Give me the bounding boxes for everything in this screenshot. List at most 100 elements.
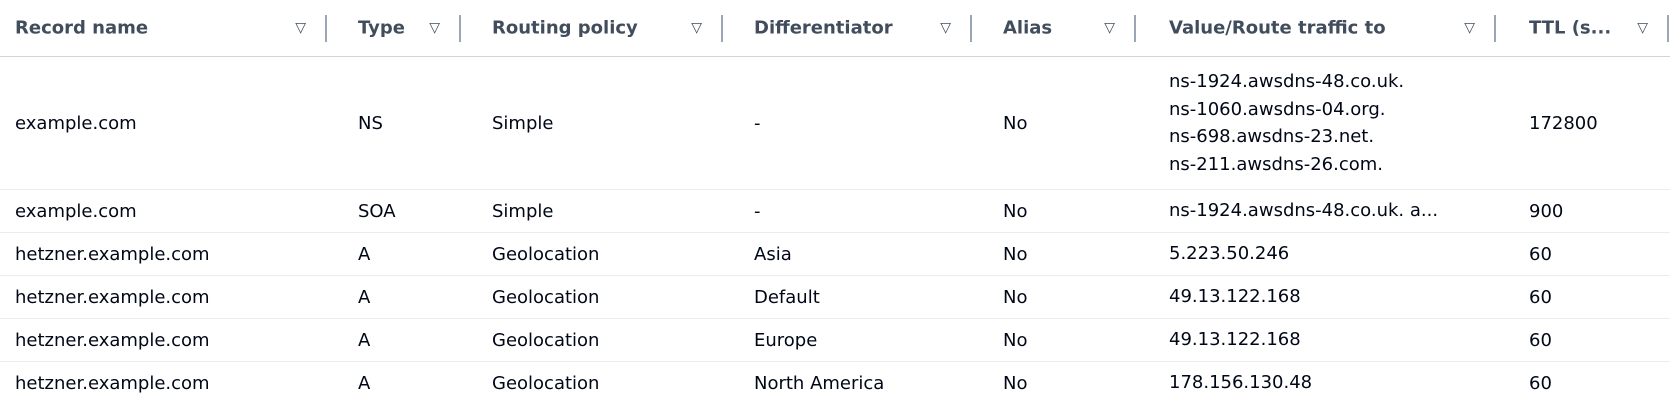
cell-value: 178.156.130.48 xyxy=(1137,362,1497,405)
ttl-text: 900 xyxy=(1529,200,1564,222)
routing-policy-text: Geolocation xyxy=(492,329,600,351)
column-header-alias[interactable]: Alias ▽ xyxy=(973,0,1137,57)
ttl-text: 172800 xyxy=(1529,112,1598,134)
column-resize-handle[interactable] xyxy=(459,15,461,42)
table-row[interactable]: hetzner.example.com A Geolocation Europe No 4… xyxy=(0,318,1670,362)
ttl-text: 60 xyxy=(1529,329,1552,351)
cell-alias: No xyxy=(973,56,1137,190)
cell-ttl: 60 xyxy=(1497,232,1670,276)
record-name-text: example.com xyxy=(15,200,137,222)
column-label: Type xyxy=(358,17,405,39)
value-line: ns-1924.awsdns-48.co.uk. a... xyxy=(1169,200,1439,222)
cell-alias: No xyxy=(973,232,1137,276)
column-resize-handle[interactable] xyxy=(325,15,327,42)
value-line: ns-1060.awsdns-04.org. xyxy=(1169,98,1386,120)
column-label: Alias xyxy=(1003,17,1053,39)
value-line: ns-211.awsdns-26.com. xyxy=(1169,153,1383,175)
cell-alias: No xyxy=(973,362,1137,405)
record-name-text: hetzner.example.com xyxy=(15,286,210,308)
cell-routing-policy: Geolocation xyxy=(462,275,724,319)
sort-caret-down-icon[interactable]: ▽ xyxy=(1637,20,1648,36)
cell-ttl: 60 xyxy=(1497,275,1670,319)
cell-ttl: 172800 xyxy=(1497,56,1670,190)
table-row[interactable]: example.com NS Simple - No ns-1924.awsdns-48.… xyxy=(0,56,1670,190)
column-header-differentiator[interactable]: Differentiator ▽ xyxy=(724,0,973,57)
cell-differentiator: North America xyxy=(724,362,973,405)
type-text: SOA xyxy=(358,200,396,222)
cell-routing-policy: Simple xyxy=(462,56,724,190)
column-header-record-name[interactable]: Record name ▽ xyxy=(0,0,328,57)
cell-record-name: example.com xyxy=(0,56,328,190)
column-resize-handle[interactable] xyxy=(1667,15,1669,42)
ttl-text: 60 xyxy=(1529,243,1552,265)
ttl-text: 60 xyxy=(1529,286,1552,308)
cell-differentiator: - xyxy=(724,56,973,190)
column-header-value[interactable]: Value/Route traffic to ▽ xyxy=(1137,0,1497,57)
cell-type: A xyxy=(328,232,462,276)
sort-caret-down-icon[interactable]: ▽ xyxy=(1464,20,1475,36)
type-text: A xyxy=(358,329,371,351)
cell-type: A xyxy=(328,275,462,319)
column-resize-handle[interactable] xyxy=(1134,15,1136,42)
table-row[interactable]: hetzner.example.com A Geolocation North Ame… xyxy=(0,362,1670,405)
column-label: Value/Route traffic to xyxy=(1169,17,1386,39)
cell-type: NS xyxy=(328,56,462,190)
cell-value: 49.13.122.168 xyxy=(1137,318,1497,362)
cell-value: 5.223.50.246 xyxy=(1137,232,1497,276)
alias-text: No xyxy=(1003,243,1028,265)
sort-caret-down-icon[interactable]: ▽ xyxy=(295,20,306,36)
cell-differentiator: Asia xyxy=(724,232,973,276)
column-header-ttl[interactable]: TTL (s... ▽ xyxy=(1497,0,1670,57)
cell-ttl: 60 xyxy=(1497,318,1670,362)
column-label: Differentiator xyxy=(754,17,893,39)
alias-text: No xyxy=(1003,112,1028,134)
alias-text: No xyxy=(1003,200,1028,222)
table-row[interactable]: hetzner.example.com A Geolocation Default No… xyxy=(0,275,1670,319)
sort-caret-down-icon[interactable]: ▽ xyxy=(691,20,702,36)
alias-text: No xyxy=(1003,372,1028,394)
cell-record-name: hetzner.example.com xyxy=(0,362,328,405)
differentiator-text: - xyxy=(754,200,761,222)
cell-differentiator: - xyxy=(724,189,973,233)
column-header-type[interactable]: Type ▽ xyxy=(328,0,462,57)
table-row[interactable]: example.com SOA Simple - No ns-1924.awsdns-48… xyxy=(0,189,1670,233)
cell-type: A xyxy=(328,318,462,362)
type-text: NS xyxy=(358,112,383,134)
record-name-text: hetzner.example.com xyxy=(15,329,210,351)
cell-value: ns-1924.awsdns-48.co.uk. a... xyxy=(1137,189,1497,233)
cell-routing-policy: Geolocation xyxy=(462,232,724,276)
value-line: ns-1924.awsdns-48.co.uk. xyxy=(1169,71,1405,92)
routing-policy-text: Simple xyxy=(492,200,554,222)
cell-ttl: 900 xyxy=(1497,189,1670,233)
cell-record-name: hetzner.example.com xyxy=(0,275,328,319)
column-resize-handle[interactable] xyxy=(970,15,972,42)
record-name-text: hetzner.example.com xyxy=(15,372,210,394)
cell-value: 49.13.122.168 xyxy=(1137,275,1497,319)
differentiator-text: Europe xyxy=(754,329,818,351)
cell-type: SOA xyxy=(328,189,462,233)
cell-record-name: hetzner.example.com xyxy=(0,318,328,362)
column-resize-handle[interactable] xyxy=(1494,15,1496,42)
value-line: 49.13.122.168 xyxy=(1169,329,1301,351)
sort-caret-down-icon[interactable]: ▽ xyxy=(1104,20,1115,36)
cell-record-name: hetzner.example.com xyxy=(0,232,328,276)
cell-alias: No xyxy=(973,318,1137,362)
column-label: TTL (s... xyxy=(1529,17,1612,39)
dns-records-table: Record name ▽ Type ▽ Routing policy ▽ Differen… xyxy=(0,0,1670,405)
differentiator-text: Default xyxy=(754,286,820,308)
differentiator-text: Asia xyxy=(754,243,792,265)
type-text: A xyxy=(358,243,371,265)
cell-alias: No xyxy=(973,189,1137,233)
cell-type: A xyxy=(328,362,462,405)
table-row[interactable]: hetzner.example.com A Geolocation Asia No 5.2… xyxy=(0,232,1670,276)
cell-routing-policy: Geolocation xyxy=(462,362,724,405)
cell-routing-policy: Simple xyxy=(462,189,724,233)
cell-differentiator: Europe xyxy=(724,318,973,362)
column-label: Record name xyxy=(15,17,149,39)
column-resize-handle[interactable] xyxy=(721,15,723,42)
sort-caret-down-icon[interactable]: ▽ xyxy=(429,20,440,36)
record-name-text: hetzner.example.com xyxy=(15,243,210,265)
column-header-routing-policy[interactable]: Routing policy ▽ xyxy=(462,0,724,57)
sort-caret-down-icon[interactable]: ▽ xyxy=(940,20,951,36)
value-line: 49.13.122.168 xyxy=(1169,286,1301,308)
